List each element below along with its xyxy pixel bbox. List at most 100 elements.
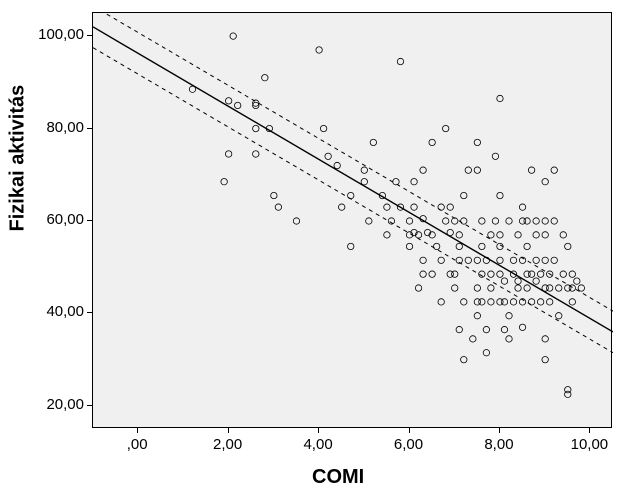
plot-area bbox=[92, 12, 612, 428]
data-point bbox=[293, 218, 299, 224]
data-point bbox=[578, 285, 584, 291]
data-point bbox=[519, 324, 525, 330]
y-tick-label: 40,00 bbox=[46, 303, 84, 320]
confidence-line bbox=[93, 13, 613, 311]
x-tick-label: 2,00 bbox=[206, 436, 250, 453]
y-tick bbox=[87, 128, 92, 129]
y-axis-label: Fizikai aktivitás bbox=[7, 208, 30, 232]
data-point bbox=[515, 278, 521, 284]
data-point bbox=[230, 33, 236, 39]
data-point bbox=[542, 257, 548, 263]
plot-svg bbox=[93, 13, 613, 429]
data-point bbox=[348, 243, 354, 249]
data-point bbox=[542, 179, 548, 185]
data-point bbox=[461, 356, 467, 362]
data-point bbox=[275, 204, 281, 210]
scatter-chart: Fizikai aktivitás COMI 20,0040,0060,0080… bbox=[0, 0, 626, 501]
data-point bbox=[474, 139, 480, 145]
data-point bbox=[501, 299, 507, 305]
data-point bbox=[225, 151, 231, 157]
data-point bbox=[501, 278, 507, 284]
data-point bbox=[370, 139, 376, 145]
y-tick bbox=[87, 405, 92, 406]
data-point bbox=[438, 204, 444, 210]
y-tick bbox=[87, 35, 92, 36]
data-point bbox=[569, 285, 575, 291]
data-point bbox=[506, 336, 512, 342]
x-tick bbox=[228, 428, 229, 433]
data-point bbox=[569, 299, 575, 305]
data-point bbox=[461, 299, 467, 305]
data-point bbox=[528, 299, 534, 305]
data-point bbox=[474, 285, 480, 291]
data-point bbox=[429, 139, 435, 145]
data-point bbox=[483, 326, 489, 332]
data-point bbox=[456, 326, 462, 332]
x-tick bbox=[137, 428, 138, 433]
data-point bbox=[253, 125, 259, 131]
data-point bbox=[506, 313, 512, 319]
data-point bbox=[533, 232, 539, 238]
x-tick bbox=[499, 428, 500, 433]
data-point bbox=[551, 167, 557, 173]
data-point bbox=[560, 271, 566, 277]
data-point bbox=[546, 299, 552, 305]
y-tick bbox=[87, 312, 92, 313]
data-point bbox=[338, 204, 344, 210]
data-point bbox=[474, 313, 480, 319]
data-point bbox=[515, 285, 521, 291]
x-tick bbox=[318, 428, 319, 433]
data-point bbox=[497, 271, 503, 277]
data-point bbox=[420, 167, 426, 173]
data-point bbox=[488, 271, 494, 277]
data-point bbox=[420, 271, 426, 277]
data-point bbox=[556, 313, 562, 319]
data-point bbox=[479, 243, 485, 249]
data-point bbox=[528, 167, 534, 173]
data-point bbox=[433, 243, 439, 249]
data-point bbox=[542, 232, 548, 238]
data-point bbox=[447, 204, 453, 210]
y-tick-label: 20,00 bbox=[46, 396, 84, 413]
data-point bbox=[411, 204, 417, 210]
data-point bbox=[447, 229, 453, 235]
data-point bbox=[461, 218, 467, 224]
x-tick-label: 6,00 bbox=[387, 436, 431, 453]
data-point bbox=[542, 336, 548, 342]
data-point bbox=[438, 257, 444, 263]
data-point bbox=[384, 232, 390, 238]
data-point bbox=[524, 285, 530, 291]
y-tick bbox=[87, 220, 92, 221]
data-point bbox=[470, 336, 476, 342]
data-point bbox=[397, 58, 403, 64]
data-point bbox=[474, 167, 480, 173]
data-point bbox=[221, 179, 227, 185]
data-point bbox=[325, 153, 331, 159]
data-point bbox=[574, 278, 580, 284]
data-point bbox=[488, 232, 494, 238]
data-point bbox=[479, 299, 485, 305]
data-point bbox=[492, 218, 498, 224]
data-point bbox=[271, 192, 277, 198]
data-point bbox=[556, 285, 562, 291]
data-point bbox=[551, 218, 557, 224]
data-point bbox=[474, 257, 480, 263]
data-point bbox=[456, 243, 462, 249]
data-point bbox=[515, 232, 521, 238]
data-point bbox=[497, 192, 503, 198]
data-point bbox=[497, 232, 503, 238]
data-point bbox=[510, 257, 516, 263]
data-point bbox=[533, 278, 539, 284]
data-point bbox=[501, 326, 507, 332]
data-point bbox=[461, 192, 467, 198]
data-point bbox=[361, 167, 367, 173]
data-point bbox=[497, 257, 503, 263]
data-point bbox=[465, 257, 471, 263]
data-point bbox=[492, 153, 498, 159]
regression-line bbox=[93, 27, 613, 332]
data-point bbox=[452, 271, 458, 277]
data-point bbox=[524, 243, 530, 249]
data-point bbox=[528, 271, 534, 277]
data-point bbox=[384, 204, 390, 210]
data-point bbox=[393, 179, 399, 185]
